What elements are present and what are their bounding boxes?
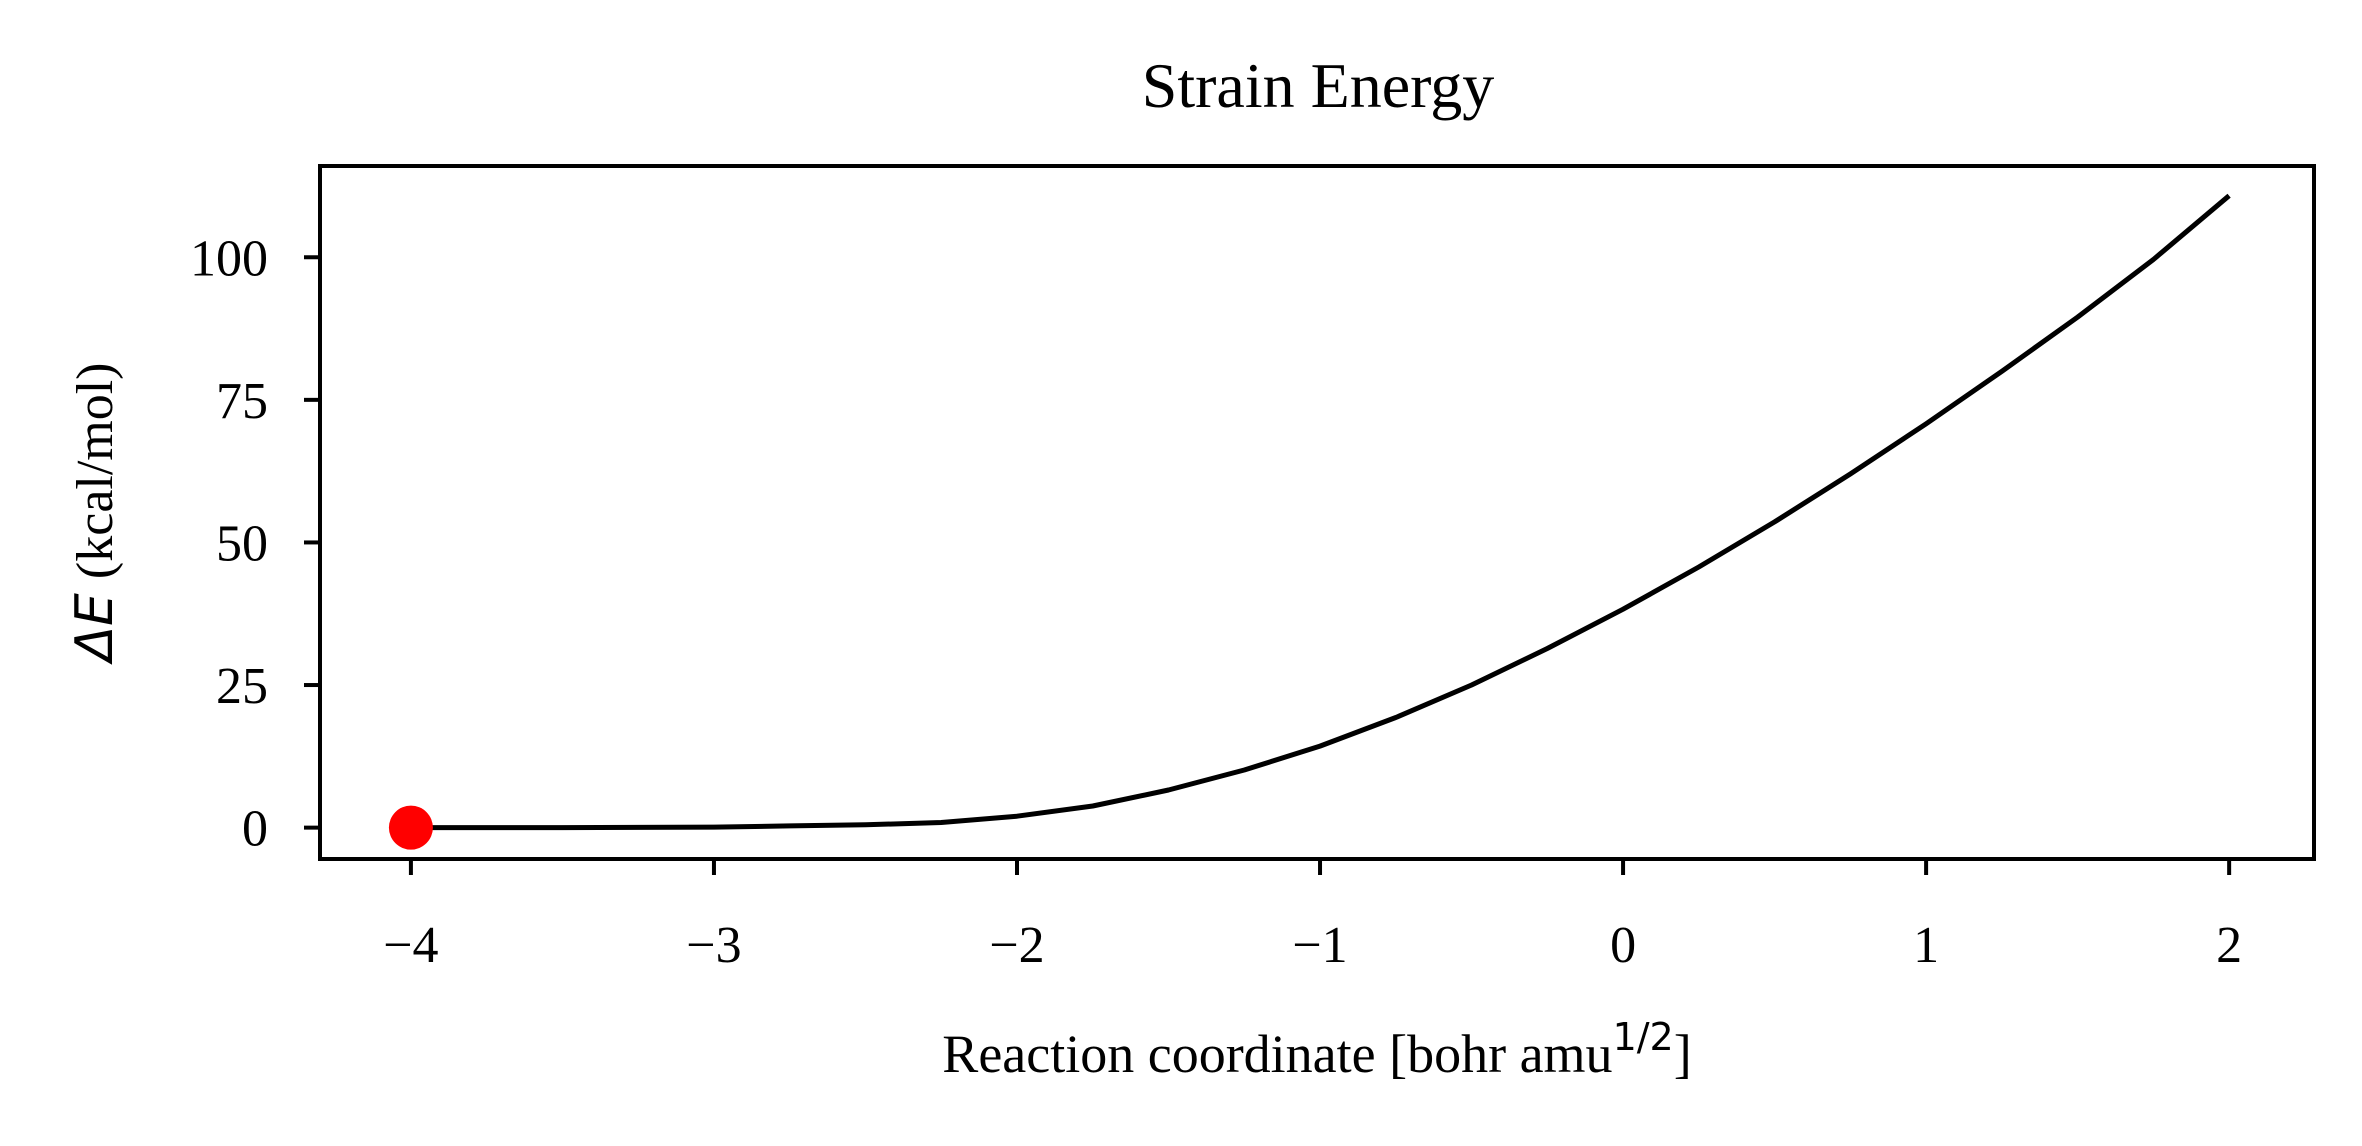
series-line-0 (410, 193, 2231, 831)
x-tick-label: 1 (1913, 917, 1939, 974)
x-tick-label: 2 (2216, 917, 2242, 974)
y-tick-label: 0 (242, 801, 268, 858)
x-tick-label: 0 (1610, 917, 1636, 974)
x-axis-label-superscript: 1/2 (1613, 1015, 1674, 1059)
x-axis: −4 −3 −2 −1 0 1 2 (383, 859, 2242, 974)
axes-frame (318, 164, 2316, 861)
y-tick-label: 100 (190, 230, 268, 287)
y-tick-label: 50 (216, 515, 268, 572)
x-tick-label: −3 (686, 917, 741, 974)
x-tick-label: −1 (1292, 917, 1347, 974)
x-tick-label: −2 (989, 917, 1044, 974)
plot-layer (388, 193, 2231, 850)
chart-title: Strain Energy (1142, 50, 1495, 121)
y-axis-label-symbol: ΔE (65, 593, 125, 666)
x-axis-label-end: ] (1674, 1024, 1692, 1084)
y-tick-label: 75 (216, 373, 268, 430)
y-axis-label-units: (kcal/mol) (67, 362, 124, 579)
x-axis-label: Reaction coordinate [bohr amu1/2] (942, 1015, 1691, 1084)
y-tick-label: 25 (216, 658, 268, 715)
y-axis: 0 25 50 75 100 (190, 230, 320, 858)
start-point-marker (388, 805, 433, 850)
x-axis-label-text: Reaction coordinate [bohr amu (942, 1024, 1612, 1084)
x-tick-label: −4 (383, 917, 438, 974)
y-axis-label: ΔE (kcal/mol) (65, 362, 125, 665)
